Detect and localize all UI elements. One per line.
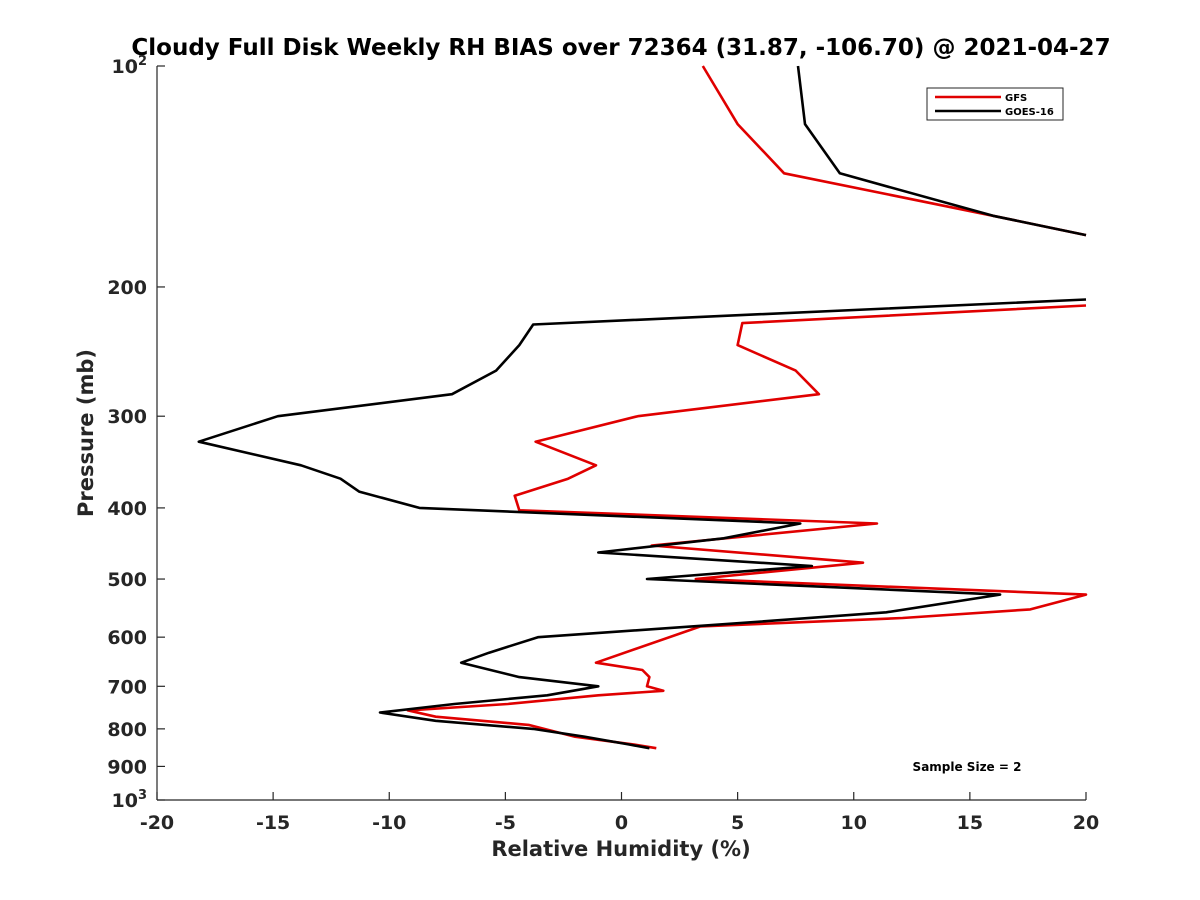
- x-tick-label: -20: [140, 812, 174, 834]
- x-tick-label: -10: [372, 812, 406, 834]
- x-axis-ticks: -20 -15 -10 -5 0 5 10 15 20: [140, 792, 1099, 834]
- series-line-goes16: [197, 65, 1087, 750]
- y-tick-label: 400: [107, 498, 147, 520]
- y-tick-label-base: 200: [107, 277, 147, 299]
- legend-label-gfs: GFS: [1005, 93, 1027, 104]
- y-tick-label: 700: [107, 676, 147, 698]
- y-tick-label: 600: [107, 627, 147, 649]
- y-tick-label-exponent: 2: [138, 54, 147, 69]
- x-tick-label: 10: [841, 812, 867, 834]
- sample-size-annotation: Sample Size = 2: [913, 760, 1022, 774]
- y-tick-label-base: 800: [107, 719, 147, 741]
- y-tick-label: 103: [112, 788, 148, 812]
- y-tick-label-base: 400: [107, 498, 147, 520]
- x-tick-label: 20: [1073, 812, 1099, 834]
- y-tick-label: 300: [107, 406, 147, 428]
- x-tick-label: 0: [615, 812, 628, 834]
- chart-title: Cloudy Full Disk Weekly RH BIAS over 723…: [131, 35, 1110, 61]
- y-tick-label-base: 700: [107, 676, 147, 698]
- y-tick-label-base: 10: [112, 790, 138, 812]
- y-tick-label: 800: [107, 719, 147, 741]
- x-axis-label: Relative Humidity (%): [491, 837, 750, 861]
- x-tick-label: 15: [957, 812, 983, 834]
- y-tick-label-base: 300: [107, 406, 147, 428]
- y-tick-label-base: 900: [107, 756, 147, 778]
- y-axis-label: Pressure (mb): [74, 349, 98, 517]
- legend-box: [926, 87, 1064, 121]
- y-tick-label: 102: [112, 54, 148, 78]
- y-tick-label-base: 500: [107, 569, 147, 591]
- x-tick-label: 5: [731, 812, 744, 834]
- legend-label-goes16: GOES-16: [1005, 107, 1054, 118]
- y-tick-label: 500: [107, 569, 147, 591]
- y-tick-label: 900: [107, 756, 147, 778]
- y-tick-label-base: 10: [112, 56, 138, 78]
- y-tick-label-exponent: 3: [138, 788, 147, 803]
- plot-area: [197, 65, 1088, 750]
- x-tick-label: -5: [495, 812, 516, 834]
- legend: GFS GOES-16: [926, 87, 1064, 121]
- y-tick-label-base: 600: [107, 627, 147, 649]
- x-tick-label: -15: [256, 812, 290, 834]
- y-tick-label: 200: [107, 277, 147, 299]
